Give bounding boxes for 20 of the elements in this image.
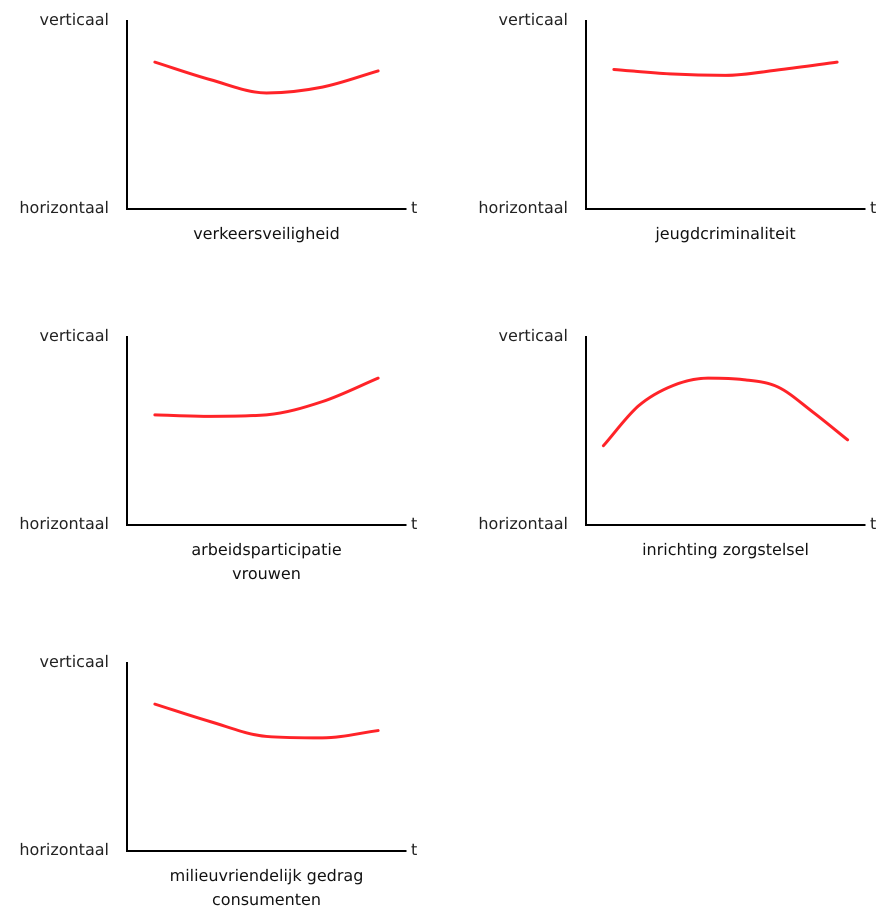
- text: horizontaal: [19, 198, 109, 218]
- x-axis-title: t: [411, 840, 418, 860]
- x-axis-title: t: [870, 514, 876, 534]
- text: milieuvriendelijk gedrag consumenten: [168, 865, 364, 911]
- x-axis-title: t: [411, 514, 418, 534]
- text: arbeidsparticipatie vrouwen: [190, 539, 343, 585]
- text: horizontaal: [19, 514, 109, 534]
- y-axis-title: verticaal: [498, 326, 568, 346]
- text: inrichting zorgstelsel: [641, 539, 810, 561]
- y-axis-title: verticaal: [40, 652, 109, 672]
- y-axis-title: verticaal: [40, 326, 109, 346]
- y-axis-title: verticaal: [40, 10, 109, 30]
- x-axis-title: t: [411, 198, 418, 218]
- x-axis-title: t: [870, 198, 876, 218]
- text: horizontaal: [19, 840, 109, 860]
- text: horizontaal: [478, 514, 568, 534]
- y-axis-title: verticaal: [498, 10, 568, 30]
- text: verkeersveiligheid: [192, 223, 341, 245]
- text: horizontaal: [478, 198, 568, 218]
- text: jeugdcriminaliteit: [654, 223, 797, 245]
